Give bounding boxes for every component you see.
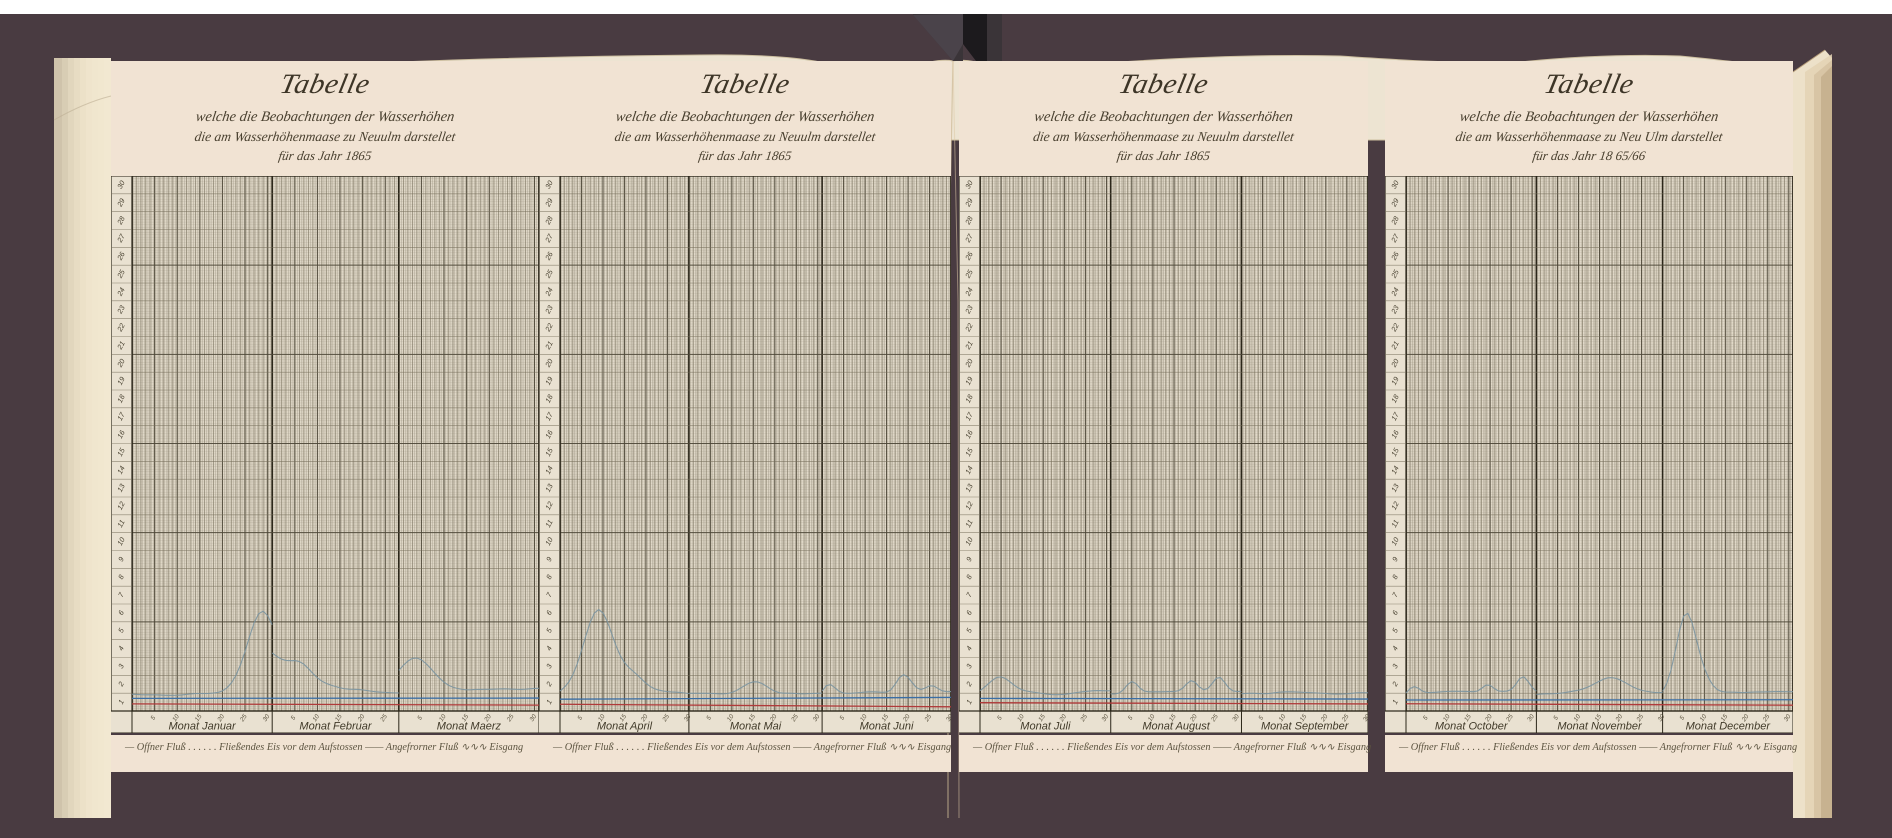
svg-text:25: 25 xyxy=(379,713,390,724)
svg-text:5: 5 xyxy=(838,714,846,721)
svg-text:30: 30 xyxy=(1656,713,1666,723)
svg-text:30: 30 xyxy=(1100,713,1110,723)
svg-text:5: 5 xyxy=(705,714,713,721)
svg-text:Monat November: Monat November xyxy=(1557,721,1643,733)
svg-text:Monat Juli: Monat Juli xyxy=(1020,721,1071,733)
svg-text:5: 5 xyxy=(576,714,584,721)
svg-text:30: 30 xyxy=(1526,713,1536,723)
svg-text:5: 5 xyxy=(1422,714,1430,721)
svg-text:Monat Juni: Monat Juni xyxy=(860,721,914,733)
svg-text:30: 30 xyxy=(683,713,693,723)
svg-text:5: 5 xyxy=(290,714,298,721)
svg-text:5: 5 xyxy=(996,714,1004,721)
svg-text:25: 25 xyxy=(1079,713,1090,724)
svg-text:Monat December: Monat December xyxy=(1686,721,1772,733)
svg-text:Monat Februar: Monat Februar xyxy=(299,721,372,733)
svg-text:5: 5 xyxy=(150,714,158,721)
svg-text:Monat Mai: Monat Mai xyxy=(730,721,782,733)
svg-text:Monat April: Monat April xyxy=(597,721,653,733)
svg-text:25: 25 xyxy=(505,713,516,724)
svg-text:25: 25 xyxy=(238,713,249,724)
svg-text:5: 5 xyxy=(416,714,424,721)
svg-text:30: 30 xyxy=(1231,713,1241,723)
svg-text:Monat August: Monat August xyxy=(1142,721,1210,733)
svg-text:Monat October: Monat October xyxy=(1435,721,1509,733)
svg-text:30: 30 xyxy=(1362,713,1368,723)
svg-text:30: 30 xyxy=(812,713,822,723)
svg-text:5: 5 xyxy=(1127,714,1135,721)
svg-text:30: 30 xyxy=(528,713,538,723)
svg-text:Monat September: Monat September xyxy=(1261,721,1350,733)
svg-text:30: 30 xyxy=(1783,713,1793,723)
svg-text:Monat Januar: Monat Januar xyxy=(168,721,237,733)
svg-text:30: 30 xyxy=(262,713,272,723)
svg-text:25: 25 xyxy=(661,713,672,724)
svg-text:25: 25 xyxy=(790,713,801,724)
svg-text:Monat Maerz: Monat Maerz xyxy=(437,721,502,733)
svg-text:25: 25 xyxy=(923,713,934,724)
svg-text:30: 30 xyxy=(945,713,951,723)
svg-text:25: 25 xyxy=(1209,713,1220,724)
